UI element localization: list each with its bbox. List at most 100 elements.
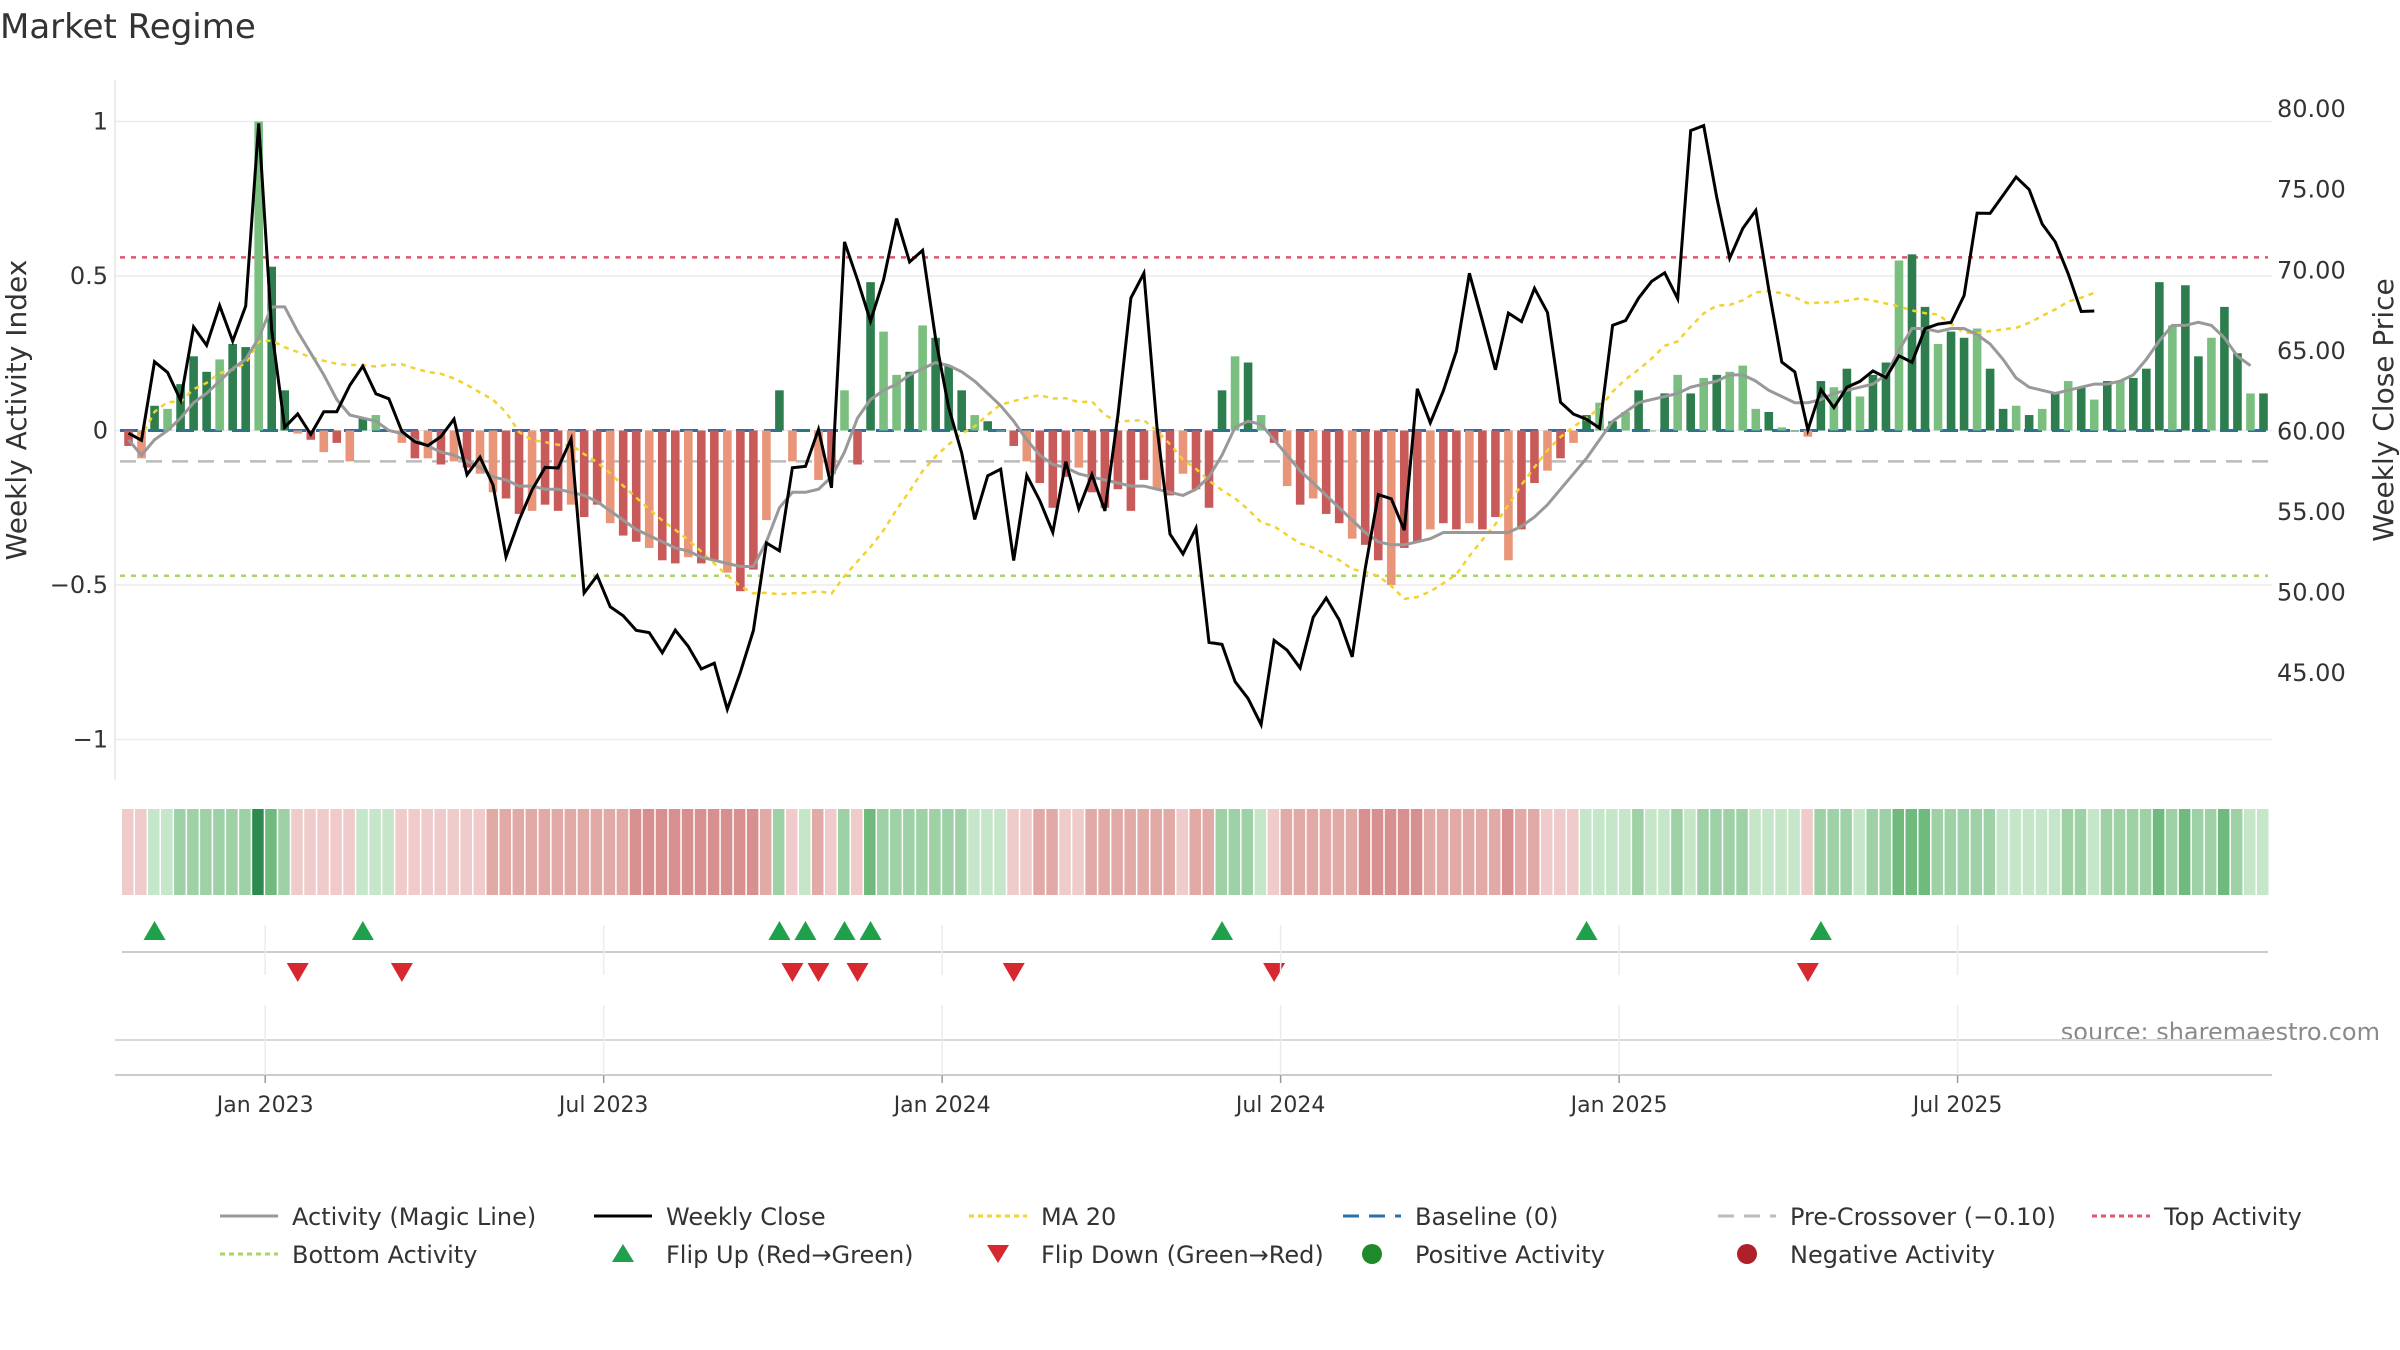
- activity-bar: [1074, 430, 1084, 468]
- activity-bar: [1517, 430, 1526, 530]
- activity-bar: [2102, 381, 2112, 431]
- activity-bar: [1126, 430, 1136, 511]
- left-tick-label: 0.5: [70, 262, 108, 290]
- activity-bar: [827, 430, 836, 474]
- activity-bar: [1139, 430, 1149, 480]
- regime-cell: [590, 809, 603, 895]
- activity-bar: [553, 430, 563, 511]
- legend-positive-label: Positive Activity: [1415, 1241, 1605, 1269]
- activity-bar: [1894, 260, 1904, 431]
- activity-bar: [1842, 368, 1852, 431]
- legend-negative-swatch: [1737, 1244, 1757, 1264]
- right-tick-label: 70.00: [2277, 256, 2346, 284]
- activity-bar: [970, 415, 979, 431]
- regime-cell: [1293, 809, 1306, 895]
- left-tick-label: −0.5: [50, 571, 108, 599]
- activity-bar: [592, 430, 602, 505]
- activity-bar: [1725, 371, 1735, 431]
- legend-baseline-label: Baseline (0): [1415, 1203, 1558, 1231]
- regime-cell: [1358, 809, 1371, 895]
- left-tick-label: −1: [73, 726, 108, 754]
- flip-up-marker: [351, 921, 374, 940]
- flip-down-marker: [807, 963, 830, 982]
- activity-bar: [2220, 306, 2229, 431]
- legend-flip-up-swatch: [612, 1244, 634, 1262]
- activity-bar: [683, 430, 693, 558]
- activity-bar: [1243, 362, 1253, 431]
- activity-bar: [996, 430, 1006, 432]
- regime-cell: [2152, 809, 2165, 895]
- flip-up-marker: [794, 921, 817, 940]
- regime-cell: [981, 809, 993, 895]
- source-note: source: sharemaestro.com: [2061, 1018, 2380, 1046]
- legend-flip-down-swatch: [987, 1245, 1009, 1263]
- activity-bar: [1452, 430, 1461, 530]
- regime-cell: [1736, 809, 1748, 895]
- regime-cell: [681, 809, 694, 895]
- activity-bar: [1920, 306, 1930, 431]
- activity-bar: [1777, 427, 1787, 431]
- activity-bar: [957, 390, 966, 431]
- regime-cell: [486, 809, 499, 895]
- activity-bar: [840, 390, 849, 431]
- activity-bar: [1582, 415, 1591, 431]
- regime-cell: [408, 809, 420, 895]
- regime-cell: [1606, 809, 1618, 895]
- regime-cell: [1619, 809, 1631, 895]
- activity-bar: [1439, 430, 1448, 524]
- regime-cell: [1840, 809, 1852, 895]
- x-tick-label: Jan 2023: [215, 1093, 314, 1118]
- activity-bar: [2194, 356, 2203, 431]
- activity-bar: [1946, 331, 1956, 431]
- regime-cell: [161, 809, 173, 895]
- activity-bar: [814, 430, 823, 480]
- regime-cell: [929, 809, 941, 895]
- activity-bar: [2024, 415, 2034, 431]
- x-tick-label: Jan 2024: [892, 1093, 991, 1118]
- regime-cell: [2243, 809, 2256, 895]
- activity-bar: [1660, 393, 1669, 431]
- activity-bar: [710, 430, 719, 561]
- regime-cell: [1514, 809, 1527, 895]
- regime-cell: [772, 809, 785, 895]
- regime-strip: [122, 809, 2269, 895]
- regime-cell: [1124, 809, 1136, 895]
- regime-cell: [903, 809, 915, 895]
- activity-bar: [1165, 430, 1175, 496]
- regime-cell: [838, 809, 850, 895]
- activity-bar: [254, 121, 263, 431]
- activity-bar: [566, 430, 576, 505]
- regime-cell: [1371, 809, 1384, 895]
- regime-cell: [864, 809, 876, 895]
- axis-labels: 1 0.5 0 −0.5 −1 80.00 75.00 70.00 65.00 60.00 55.0…: [50, 95, 2346, 753]
- flip-down-marker: [1796, 963, 1819, 982]
- activity-bar: [2246, 393, 2255, 431]
- flip-up-marker: [833, 921, 856, 940]
- flip-down-marker: [286, 963, 309, 982]
- regime-cell: [2126, 809, 2139, 895]
- activity-bar: [670, 430, 680, 564]
- activity-bar: [1321, 430, 1331, 514]
- right-tick-label: 60.00: [2277, 417, 2346, 445]
- activity-bar: [723, 430, 732, 573]
- regime-cell: [2230, 809, 2243, 895]
- regime-cell: [1957, 809, 1970, 895]
- activity-bar: [124, 430, 133, 446]
- activity-bar: [801, 430, 810, 432]
- regime-cell: [1827, 809, 1839, 895]
- activity-bar: [866, 282, 875, 431]
- regime-cell: [538, 809, 551, 895]
- x-tick-label: Jul 2025: [1911, 1093, 2003, 1118]
- activity-bar: [358, 418, 368, 431]
- regime-cell: [968, 809, 980, 895]
- regime-cell: [1527, 809, 1540, 895]
- regime-cell: [994, 809, 1006, 895]
- activity-bar: [1647, 430, 1656, 432]
- regime-cell: [1554, 809, 1566, 895]
- regime-cell: [707, 809, 720, 895]
- legend-positive-swatch: [1362, 1244, 1382, 1264]
- regime-cell: [1684, 809, 1696, 895]
- right-tick-label: 65.00: [2277, 337, 2346, 365]
- activity-bar: [1399, 430, 1409, 548]
- x-axis: Jan 2023 Jul 2023 Jan 2024 Jul 2024 Jan 2025…: [115, 925, 2272, 1118]
